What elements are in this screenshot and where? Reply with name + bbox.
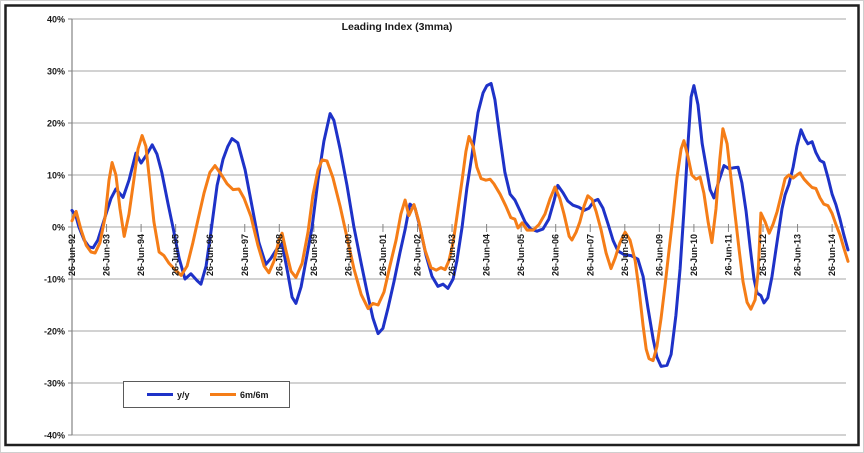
x-axis-label: 26-Jun-94 (136, 234, 146, 276)
legend-label: y/y (177, 390, 190, 400)
x-axis-label: 26-Jun-96 (205, 234, 215, 276)
x-axis-label: 26-Jun-11 (723, 234, 733, 276)
axes (68, 18, 833, 436)
chart-title: Leading Index (3mma) (342, 21, 453, 33)
x-axis-label: 26-Jun-99 (309, 234, 319, 276)
series-line-6m-6m (70, 127, 850, 363)
x-axis-labels: 26-Jun-92 26-Jun-93 26-Jun-94 26-Jun-95 26-J… (67, 234, 837, 276)
x-axis-label: 26-Jun-92 (67, 234, 77, 276)
legend: y/y 6m/6m (123, 381, 290, 408)
x-axis-label: 26-Jun-98 (274, 234, 284, 276)
x-axis-label: 26-Jun-03 (447, 234, 457, 276)
y-axis-label: -10% (44, 275, 65, 285)
x-axis-label: 26-Jun-97 (240, 234, 250, 276)
y-axis-label: 30% (47, 67, 65, 77)
x-axis-label: 26-Jun-07 (585, 234, 595, 276)
x-axis-label: 26-Jun-10 (689, 234, 699, 276)
x-axis-label: 26-Jun-95 (171, 234, 181, 276)
y-axis-label: 10% (47, 171, 65, 181)
x-axis-label: 26-Jun-13 (793, 234, 803, 276)
y-axis-label: 0% (52, 223, 65, 233)
y-axis-label: -30% (44, 379, 65, 389)
y-axis-label: 20% (47, 119, 65, 129)
legend-label: 6m/6m (240, 390, 269, 400)
screenshot-frame (4, 4, 860, 447)
series-line-y-y (70, 82, 850, 368)
y-axis-label: 40% (47, 15, 65, 25)
x-axis-label: 26-Jun-08 (620, 234, 630, 276)
y-axis-label: -40% (44, 431, 65, 441)
x-axis-label: 26-Jun-00 (343, 234, 353, 276)
x-axis-label: 26-Jun-09 (654, 234, 664, 276)
x-axis-label: 26-Jun-02 (413, 234, 423, 276)
x-axis-label: 26-Jun-12 (758, 234, 768, 276)
data-series (70, 82, 850, 368)
x-axis-label: 26-Jun-05 (516, 234, 526, 276)
x-axis-label: 26-Jun-06 (551, 234, 561, 276)
gridlines (72, 18, 846, 436)
y-axis-label: -20% (44, 327, 65, 337)
x-axis-label: 26-Jun-14 (827, 234, 837, 276)
x-axis-label: 26-Jun-01 (378, 234, 388, 276)
x-axis-label: 26-Jun-04 (482, 234, 492, 276)
y-axis-labels: 40% 30% 20% 10% 0% -10% -20% -30% -40% (44, 15, 65, 441)
x-axis-label: 26-Jun-93 (102, 234, 112, 276)
